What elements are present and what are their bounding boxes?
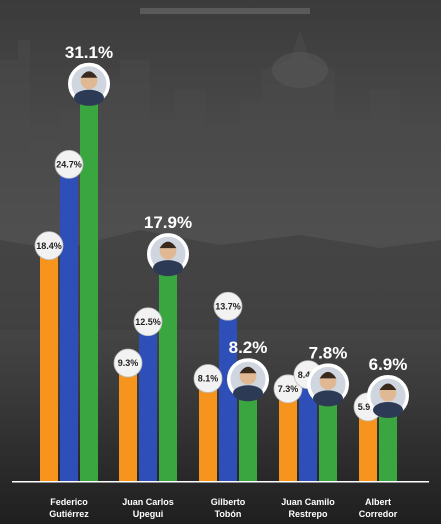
bar-3-series-2 [219,304,237,481]
value-bubble-2-series-1: 9.3% [113,348,143,378]
value-label-2-series-1: 9.3% [118,358,139,368]
bar-1-series-1 [40,243,58,481]
category-label-3: Gilberto Tobón [211,497,246,519]
value-label-2-series-2: 12.5% [135,317,161,327]
value-bubble-2-series-2: 12.5% [133,307,163,337]
value-label-4-series-1: 7.3% [278,384,299,394]
value-label-top-2: 17.9% [144,213,192,232]
bar-3-series-1 [199,376,217,481]
value-bubble-4-series-1: 7.3% [273,374,303,404]
value-bubble-3-series-1: 8.1% [193,364,223,393]
bar-4-series-1 [279,386,297,481]
value-label-top-5: 6.9% [369,355,408,374]
baseline [12,481,429,483]
candidate-avatar-1 [68,62,110,106]
bar-2-series-3 [159,250,177,481]
bar-2-series-1 [119,361,137,481]
value-bubble-1-series-2: 24.7% [54,149,84,179]
value-label-top-1: 31.1% [65,43,113,62]
value-label-3-series-2: 13.7% [215,301,241,311]
bar-2-series-2 [139,319,157,481]
bar-4-series-2 [299,372,317,481]
candidate-avatar-4 [307,363,349,407]
value-label-top-3: 8.2% [229,338,268,357]
value-bubble-3-series-2: 13.7% [213,291,243,321]
value-label-1-series-1: 18.4% [36,241,62,251]
category-label-1: Federico Gutiérrez [49,497,89,519]
category-label-5: Albert Corredor [359,497,398,519]
value-label-5-series-1: 5.9% [358,402,379,412]
value-label-4-series-2: 8.4% [298,370,319,380]
bar-3-series-3 [239,375,257,481]
value-label-3-series-1: 8.1% [198,374,219,384]
category-label-2: Juan Carlos Upegui [122,497,174,519]
value-label-1-series-2: 24.7% [56,160,82,170]
value-label-top-4: 7.8% [309,343,348,362]
bar-1-series-2 [60,162,78,481]
bar-1-series-3 [80,79,98,481]
bar-5-series-1 [359,404,377,481]
category-label-4: Juan Camilo Restrepo [281,497,335,519]
value-bubble-1-series-1: 18.4% [34,231,64,261]
candidate-avatar-3 [227,358,269,402]
candidate-avatar-2 [147,233,189,277]
candidate-avatar-5 [367,374,409,418]
